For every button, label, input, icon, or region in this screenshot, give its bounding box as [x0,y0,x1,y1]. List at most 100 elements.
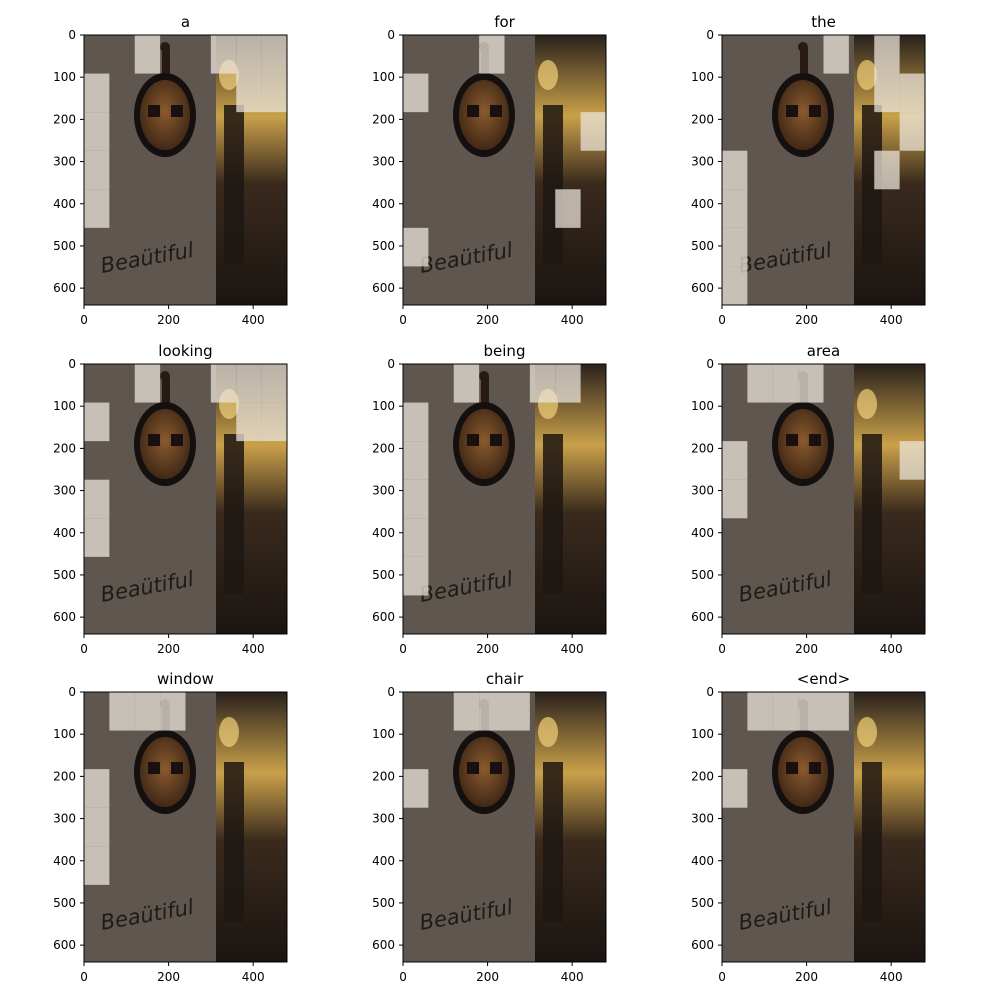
mirror-top [798,42,808,52]
attention-cell [555,189,581,228]
frame-left [467,762,479,774]
attention-cell [261,35,287,74]
cabinet [224,434,244,594]
attention-cell [899,441,925,480]
y-tick-label: 300 [53,155,76,169]
attention-cell [722,769,748,808]
attention-cell [84,846,110,885]
subplot-panel: chair Beaütiful 0 100 200 300 400 500 600 0 200 400 [372,670,607,984]
frame-right [809,105,821,117]
y-tick-label: 400 [691,854,714,868]
y-tick-label: 400 [53,526,76,540]
y-tick-label: 500 [372,239,395,253]
attention-cell [580,112,606,151]
y-tick-label: 0 [706,685,714,699]
y-tick-label: 600 [53,610,76,624]
subplot-panel: for Beaütiful 0 100 200 300 400 500 600 0 200 400 [372,13,607,327]
y-tick-label: 0 [387,28,395,42]
panel-title: looking [158,342,212,360]
x-tick-label: 0 [399,970,407,984]
attention-cell [772,364,799,403]
axes-frame [402,363,607,635]
cabinet [862,105,882,265]
attention-cell [555,364,581,403]
attention-cell [160,692,186,731]
x-tick-label: 0 [399,313,407,327]
y-tick-label: 100 [53,70,76,84]
panel-title: a [181,13,190,31]
mirror-glass [459,409,509,479]
attention-cell [453,692,480,731]
frame-right [490,105,502,117]
mirror-top [479,371,489,381]
attention-cell [261,73,287,113]
attention-cell [403,402,429,442]
axes-frame [402,691,607,963]
attention-cell [823,35,849,74]
scene-image: Beaütiful [84,364,287,634]
y-tick-label: 200 [691,769,714,783]
attention-cell [109,692,135,731]
y-tick-label: 500 [53,568,76,582]
y-tick-label: 0 [706,357,714,371]
panel-title: chair [486,670,524,688]
y-tick-label: 100 [53,727,76,741]
attention-cell [479,35,505,74]
cabinet [543,105,563,265]
attention-cell [747,364,773,403]
x-tick-label: 400 [242,313,265,327]
subplot-panel: looking Beaütiful 0 100 200 300 400 500 600 0 200 4… [53,342,288,656]
attention-cell [403,518,429,557]
attention-cell [261,402,287,442]
y-tick-label: 600 [372,281,395,295]
x-tick-label: 400 [561,313,584,327]
panel-title: being [484,342,526,360]
y-tick-label: 500 [53,239,76,253]
x-tick-label: 0 [80,970,88,984]
attention-cell [84,150,110,190]
axes-frame [721,34,926,306]
mirror-glass [459,80,509,150]
y-tick-label: 200 [372,769,395,783]
x-tick-label: 0 [718,970,726,984]
lamp-glow [219,717,239,747]
attention-cell [403,769,429,808]
panel-title: for [494,13,515,31]
attention-cell [722,189,748,228]
y-tick-label: 400 [691,526,714,540]
y-tick-label: 200 [691,441,714,455]
y-tick-label: 500 [53,896,76,910]
frame-left [467,434,479,446]
x-tick-label: 0 [718,313,726,327]
attention-cell [899,73,925,113]
y-tick-label: 0 [68,28,76,42]
axes-frame [721,691,926,963]
y-tick-label: 100 [372,70,395,84]
scene-image: Beaütiful [722,364,925,634]
x-tick-label: 200 [157,642,180,656]
y-tick-label: 500 [372,568,395,582]
y-tick-label: 100 [53,399,76,413]
attention-cell [798,364,824,403]
frame-right [809,434,821,446]
y-tick-label: 300 [372,812,395,826]
y-tick-label: 400 [372,197,395,211]
frame-right [171,434,183,446]
y-tick-label: 200 [691,112,714,126]
y-tick-label: 200 [372,112,395,126]
attention-cell [210,364,237,403]
subplot-panel: window Beaütiful 0 100 200 300 400 500 600 0 200 40… [53,670,288,984]
x-tick-label: 400 [242,970,265,984]
attention-cell [236,402,262,442]
cabinet [224,105,244,265]
panel-title: the [811,13,836,31]
frame-right [490,762,502,774]
x-tick-label: 400 [880,970,903,984]
panel-title: window [157,670,214,688]
x-tick-label: 200 [795,313,818,327]
cabinet [543,762,563,922]
y-tick-label: 200 [53,769,76,783]
x-tick-label: 400 [561,970,584,984]
